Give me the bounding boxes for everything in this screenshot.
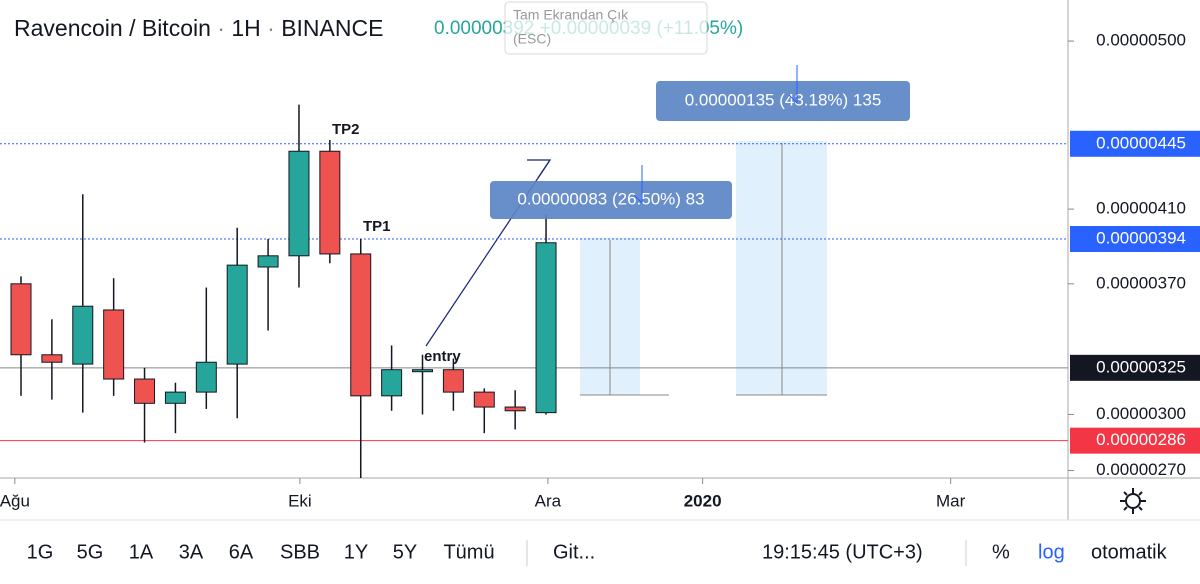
- arrow-down: [788, 65, 798, 105]
- y-tick-label: 0.00000410: [1096, 199, 1186, 218]
- settings-icon[interactable]: [1120, 488, 1146, 514]
- arrow-head: [527, 159, 552, 179]
- candle-body: [412, 369, 434, 373]
- y-tick-label: 0.00000500: [1096, 31, 1186, 50]
- percent-toggle[interactable]: %: [992, 541, 1010, 563]
- candle-body: [535, 242, 557, 414]
- candle-body: [381, 369, 403, 397]
- annotation: TP2: [332, 121, 360, 138]
- range-button[interactable]: 1Y: [344, 541, 368, 563]
- x-tick-label: Ara: [535, 491, 562, 510]
- range-button[interactable]: Tümü: [443, 541, 494, 563]
- level-badge: [1070, 354, 1200, 381]
- measure-label: 0.00000083 (26.50%) 83: [517, 189, 704, 208]
- overlay-title: Tam Ekrandan Çık: [513, 7, 629, 23]
- candle-body: [103, 309, 125, 380]
- goto[interactable]: Git...: [553, 541, 595, 563]
- candle-body: [504, 406, 526, 412]
- level-badge: [1070, 427, 1200, 454]
- x-tick-label: Ağu: [0, 491, 30, 510]
- symbol: Ravencoin / Bitcoin · 1H · BINANCE: [14, 15, 383, 41]
- candle-body: [350, 253, 372, 397]
- x-tick-label: 2020: [684, 491, 722, 510]
- level-badge: [1070, 130, 1200, 157]
- range-button[interactable]: 5Y: [393, 541, 417, 563]
- x-tick-label: Mar: [936, 491, 966, 510]
- measure-label: 0.00000135 (43.18%) 135: [685, 90, 882, 109]
- candle-body: [442, 369, 464, 393]
- candle-body: [319, 150, 341, 255]
- y-tick-label: 0.00000370: [1096, 273, 1186, 292]
- measure-box: [656, 81, 910, 121]
- candle-body: [257, 255, 279, 268]
- arrow-down: [633, 165, 643, 205]
- measure-box: [490, 181, 732, 219]
- y-tick-label: 0.00000300: [1096, 404, 1186, 423]
- range-button[interactable]: SBB: [280, 541, 320, 563]
- annotation: TP1: [363, 218, 391, 235]
- range-button[interactable]: 1G: [27, 541, 54, 563]
- overlay-key: (ESC): [513, 31, 551, 47]
- range-button[interactable]: 5G: [77, 541, 104, 563]
- x-tick-label: Eki: [288, 491, 312, 510]
- y-tick-label: 0.00000270: [1096, 460, 1186, 479]
- candle-body: [288, 150, 310, 257]
- candle-body: [72, 305, 94, 365]
- candle-body: [10, 283, 32, 356]
- candle-body: [226, 264, 248, 365]
- clock: 19:15:45 (UTC+3): [762, 541, 923, 563]
- level-label: 0.00000394: [1096, 228, 1186, 247]
- level-label: 0.00000325: [1096, 357, 1186, 376]
- candle-body: [134, 378, 156, 404]
- candle-body: [473, 391, 495, 408]
- candle-body: [41, 354, 63, 363]
- candle-body: [195, 361, 217, 393]
- level-label: 0.00000286: [1096, 430, 1186, 449]
- range-button[interactable]: 1A: [129, 541, 154, 563]
- range-button[interactable]: 3A: [179, 541, 204, 563]
- log-toggle[interactable]: log: [1038, 541, 1065, 563]
- range-button[interactable]: 6A: [229, 541, 254, 563]
- candle-body: [164, 391, 186, 404]
- level-label: 0.00000445: [1096, 133, 1186, 152]
- fullscreen-exit[interactable]: [504, 1, 708, 55]
- annotation: entry: [424, 348, 461, 365]
- level-badge: [1070, 226, 1200, 252]
- auto-toggle[interactable]: otomatik: [1091, 541, 1168, 563]
